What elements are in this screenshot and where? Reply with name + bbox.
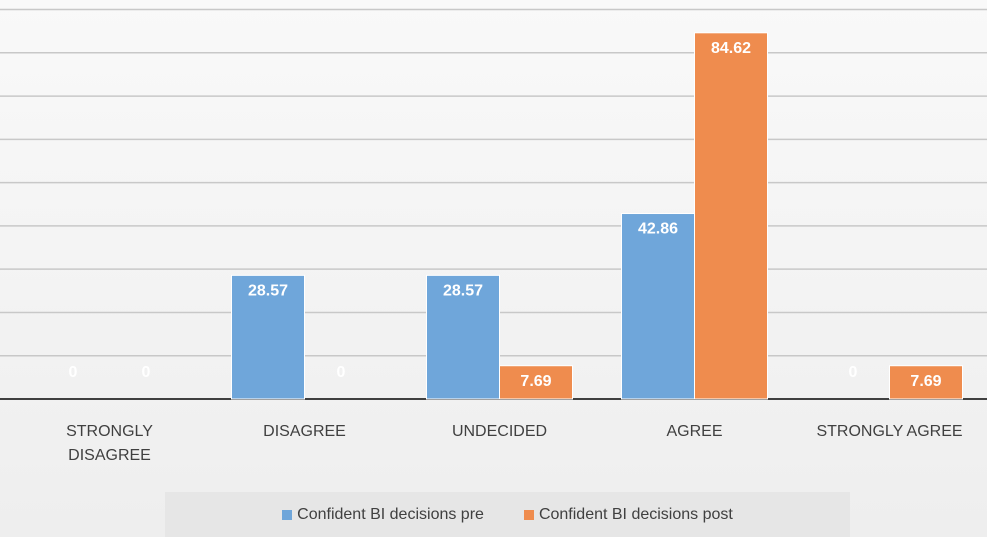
value-label: 0 bbox=[849, 364, 858, 381]
legend-label: Confident BI decisions post bbox=[538, 505, 733, 523]
value-label: 42.86 bbox=[638, 221, 678, 238]
value-label: 28.57 bbox=[443, 283, 483, 300]
value-label: 0 bbox=[69, 364, 78, 381]
legend-label: Confident BI decisions pre bbox=[297, 505, 484, 523]
x-tick-label: AGREE bbox=[666, 423, 723, 440]
bar bbox=[499, 365, 573, 400]
value-label: 0 bbox=[337, 364, 346, 381]
bar bbox=[694, 32, 768, 400]
x-tick-label: DISAGREE bbox=[263, 423, 346, 440]
bar bbox=[889, 365, 963, 400]
value-label: 84.62 bbox=[711, 40, 751, 57]
value-label: 7.69 bbox=[910, 373, 941, 390]
legend-swatch bbox=[282, 509, 293, 520]
value-label: 0 bbox=[142, 364, 151, 381]
bar bbox=[621, 213, 695, 400]
x-tick-label: STRONGLY DISAGREE bbox=[66, 423, 153, 464]
bar bbox=[426, 274, 500, 400]
value-label: 7.69 bbox=[520, 373, 551, 390]
legend-swatch bbox=[523, 509, 534, 520]
legend-item: Confident BI decisions pre bbox=[282, 506, 484, 524]
legend: Confident BI decisions pre Confident BI d… bbox=[165, 492, 850, 537]
bar bbox=[231, 274, 305, 400]
x-tick-label: UNDECIDED bbox=[451, 423, 548, 440]
legend-item: Confident BI decisions post bbox=[523, 505, 733, 524]
value-label: 28.57 bbox=[248, 283, 288, 300]
x-tick-label: STRONGLY AGREE bbox=[816, 423, 963, 440]
